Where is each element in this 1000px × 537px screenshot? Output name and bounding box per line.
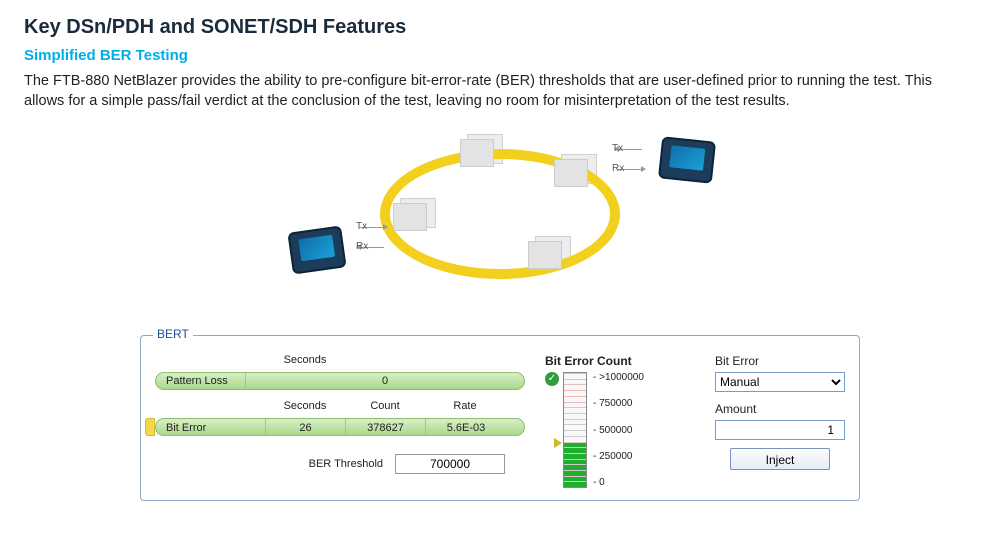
section-subtitle: Simplified BER Testing	[24, 47, 976, 64]
network-node	[393, 203, 427, 231]
pattern-loss-label: Pattern Loss	[156, 373, 246, 389]
amount-input[interactable]	[715, 420, 845, 440]
pattern-loss-readout: Pattern Loss 0	[155, 372, 525, 390]
rx-label: Rx	[612, 163, 624, 174]
test-device-right	[658, 136, 716, 183]
bit-error-mode-select[interactable]: Manual	[715, 372, 845, 392]
status-pass-icon: ✓	[545, 372, 559, 386]
bit-error-seconds: 26	[266, 419, 346, 436]
gauge-tick: 500000	[593, 425, 644, 436]
col-header-rate: Rate	[425, 400, 505, 412]
rx-label: Rx	[356, 241, 368, 252]
network-node	[460, 139, 494, 167]
gauge-tick: 750000	[593, 398, 644, 409]
pattern-loss-seconds: 0	[246, 375, 524, 387]
bit-error-count: 378627	[346, 419, 426, 436]
bit-error-gauge	[563, 372, 587, 488]
bit-error-readout: Bit Error 26 378627 5.6E-03	[155, 418, 525, 436]
col-header-seconds: Seconds	[265, 354, 345, 366]
tx-label: Tx	[356, 221, 367, 232]
bert-panel: BERT Seconds Pattern Loss 0 Seconds Coun…	[140, 335, 860, 501]
network-node	[554, 159, 588, 187]
amount-label: Amount	[715, 402, 845, 416]
tx-label: Tx	[612, 143, 623, 154]
gauge-pointer-icon	[554, 438, 562, 448]
col-header-seconds: Seconds	[265, 400, 345, 412]
gauge-tick: 0	[593, 477, 644, 488]
network-diagram: Tx Rx Tx Rx	[24, 129, 976, 319]
gauge-tick: 250000	[593, 451, 644, 462]
gauge-tick: >1000000	[593, 372, 644, 383]
bit-error-highlight	[145, 418, 155, 436]
panel-legend: BERT	[153, 327, 193, 341]
gauge-ticks: >1000000 750000 500000 250000 0	[593, 372, 644, 488]
ber-threshold-input[interactable]	[395, 454, 505, 474]
bit-error-mode-label: Bit Error	[715, 354, 845, 368]
ber-threshold-label: BER Threshold	[309, 458, 383, 470]
bit-error-label: Bit Error	[156, 419, 266, 436]
gauge-title: Bit Error Count	[545, 354, 632, 368]
section-description: The FTB-880 NetBlazer provides the abili…	[24, 72, 976, 111]
test-device-left	[287, 226, 346, 275]
col-header-count: Count	[345, 400, 425, 412]
network-node	[528, 241, 562, 269]
page-title: Key DSn/PDH and SONET/SDH Features	[24, 16, 976, 39]
inject-button[interactable]: Inject	[730, 448, 830, 470]
bit-error-rate: 5.6E-03	[426, 419, 506, 436]
